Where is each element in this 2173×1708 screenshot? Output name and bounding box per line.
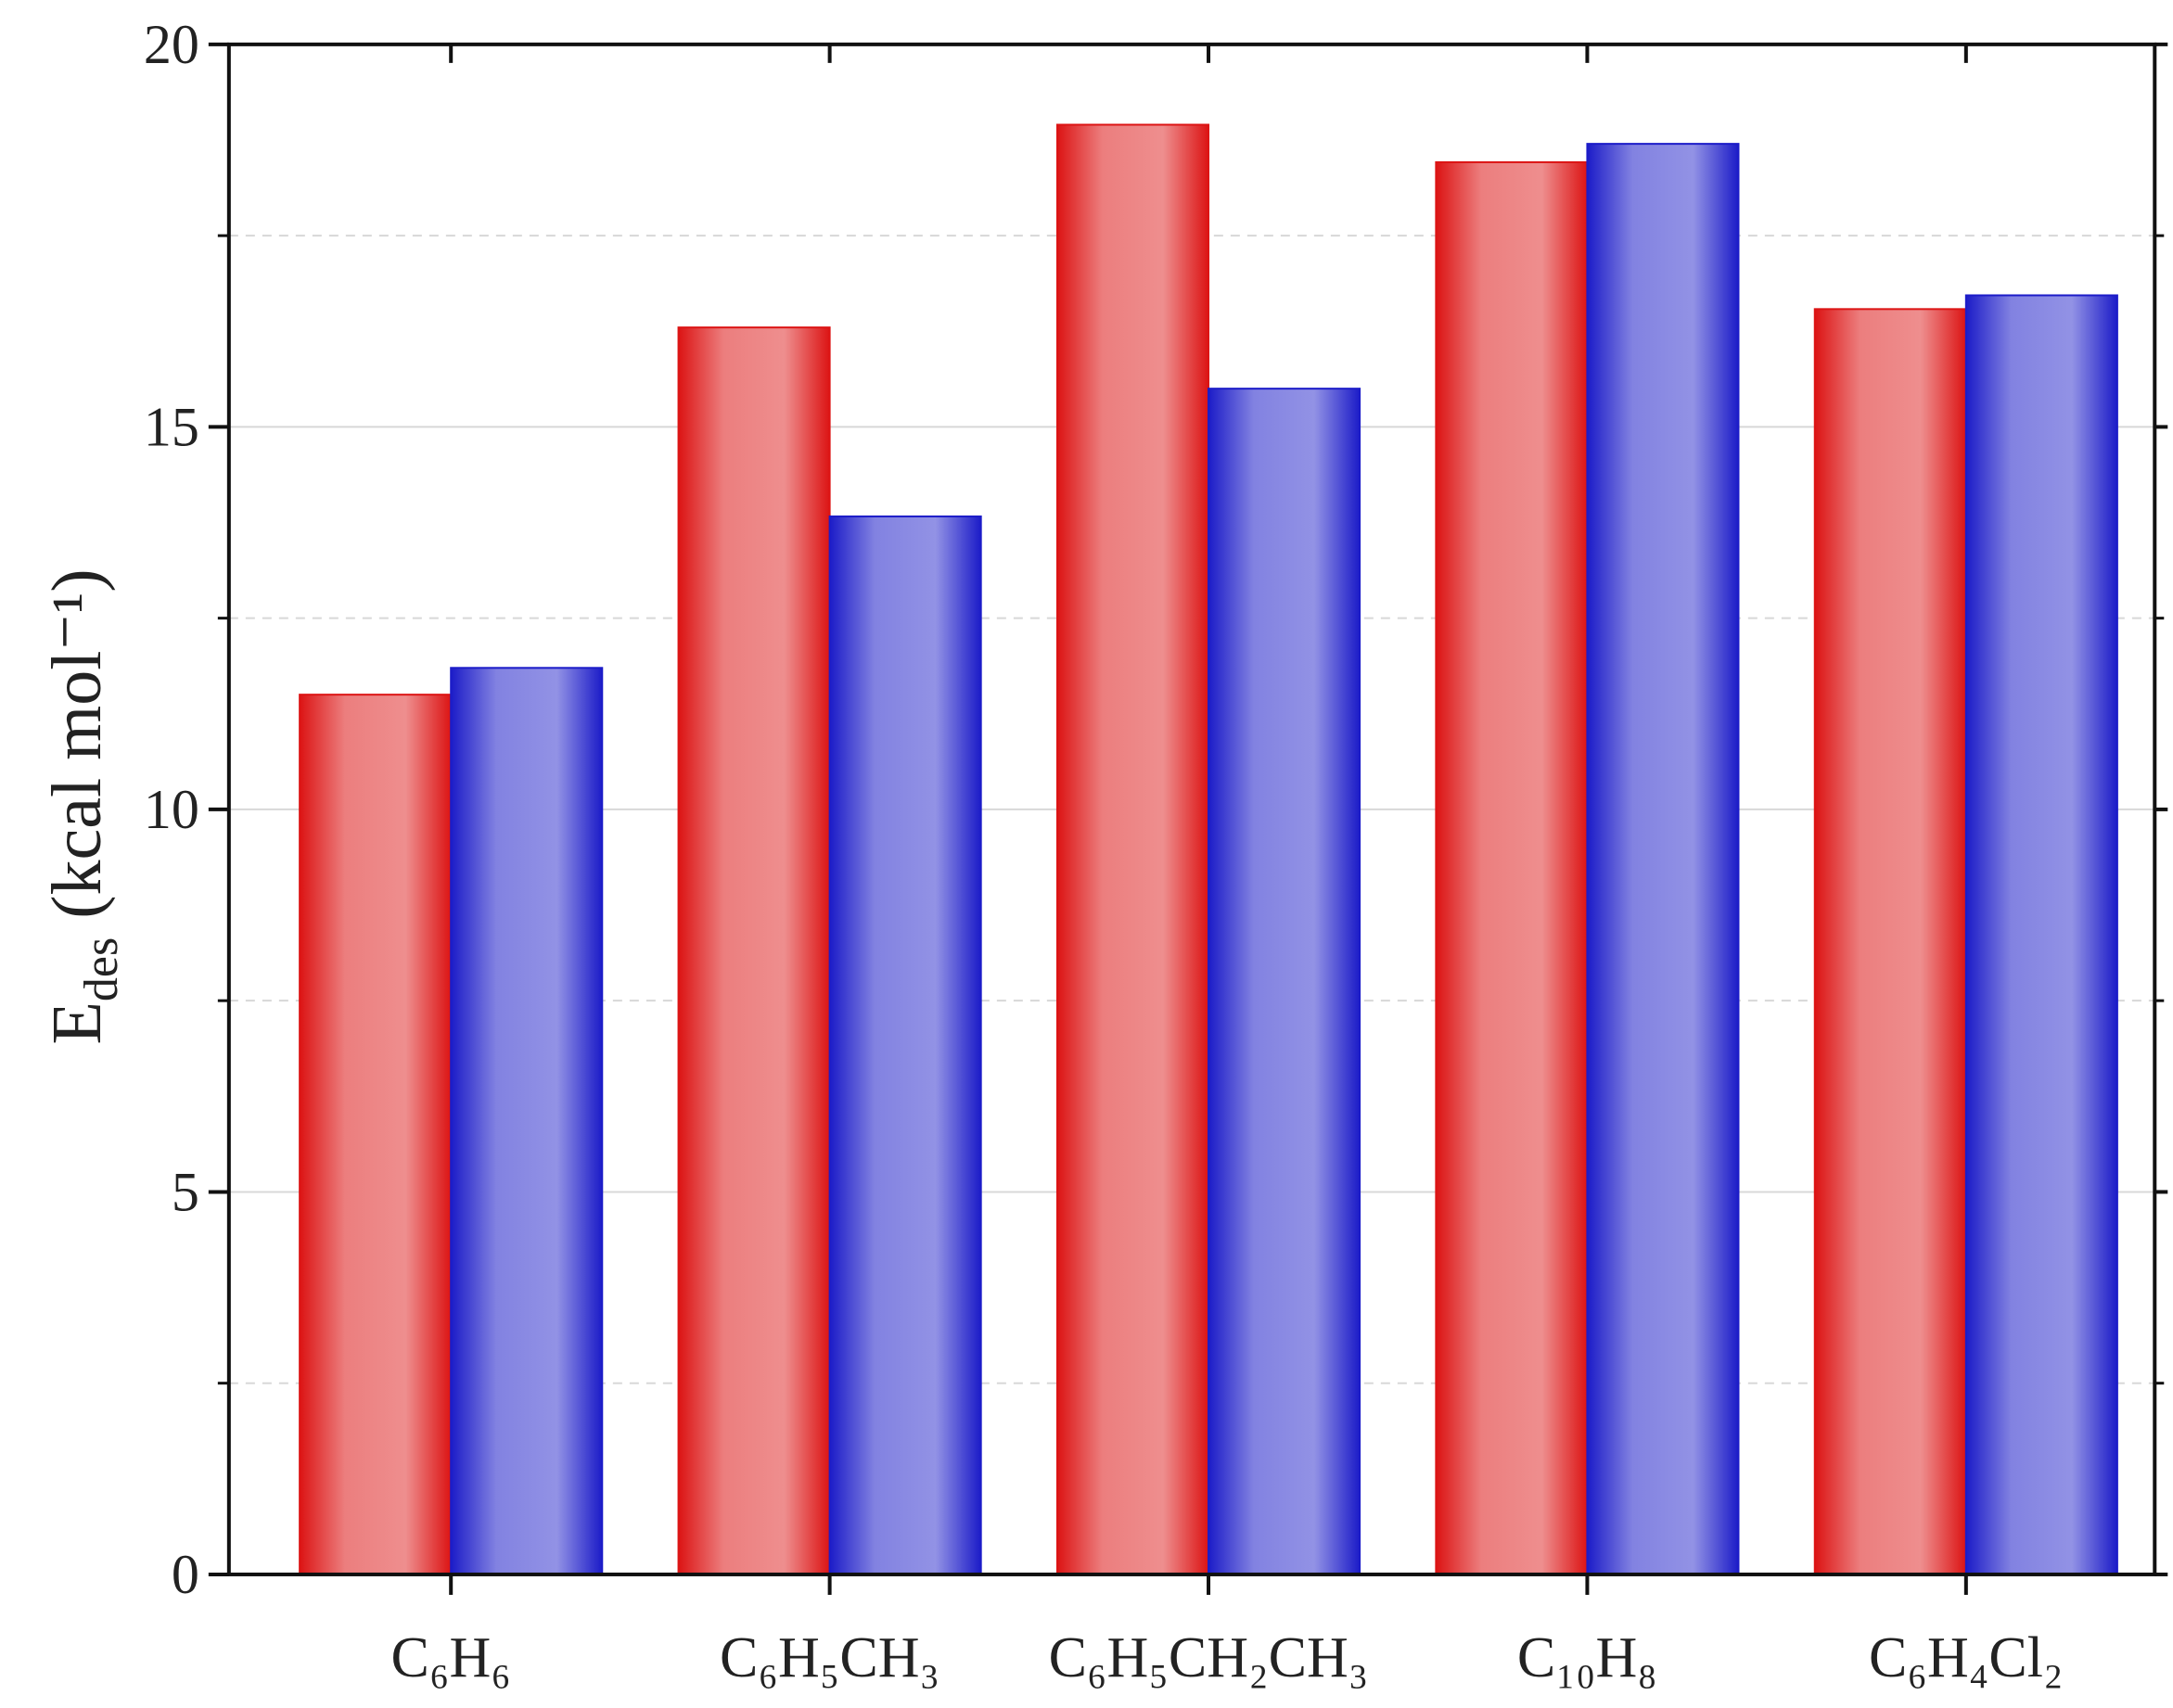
bar bbox=[1435, 160, 1589, 1575]
y-label-symbol: E bbox=[38, 1001, 116, 1044]
x-tick-label: C₆H₆ bbox=[391, 1626, 511, 1689]
x-tick-label: C₁₀H₈ bbox=[1517, 1626, 1657, 1689]
bar bbox=[299, 694, 453, 1575]
bar bbox=[1813, 308, 1967, 1575]
y-tick-label: 0 bbox=[172, 1544, 199, 1605]
bar bbox=[1586, 143, 1740, 1575]
bar bbox=[1964, 294, 2118, 1575]
y-axis-label: Edes (kcal mol⁻¹) bbox=[38, 568, 128, 1044]
x-tick-label: C₆H₅CH₂CH₃ bbox=[1049, 1626, 1369, 1689]
bar bbox=[450, 667, 604, 1575]
x-tick-label: C₆H₅CH₃ bbox=[720, 1626, 940, 1689]
bar bbox=[677, 326, 831, 1575]
y-tick-label: 15 bbox=[144, 396, 199, 457]
y-tick-label: 20 bbox=[144, 14, 199, 75]
bar bbox=[828, 515, 982, 1575]
y-tick-label: 10 bbox=[144, 779, 199, 840]
y-tick-label: 5 bbox=[172, 1161, 199, 1222]
y-label-unit: (kcal mol⁻¹) bbox=[38, 568, 116, 918]
y-label-subscript: des bbox=[75, 937, 128, 1001]
bar bbox=[1208, 388, 1361, 1575]
x-tick-label: C₆H₄Cl₂ bbox=[1869, 1626, 2064, 1689]
bar bbox=[1055, 123, 1210, 1575]
